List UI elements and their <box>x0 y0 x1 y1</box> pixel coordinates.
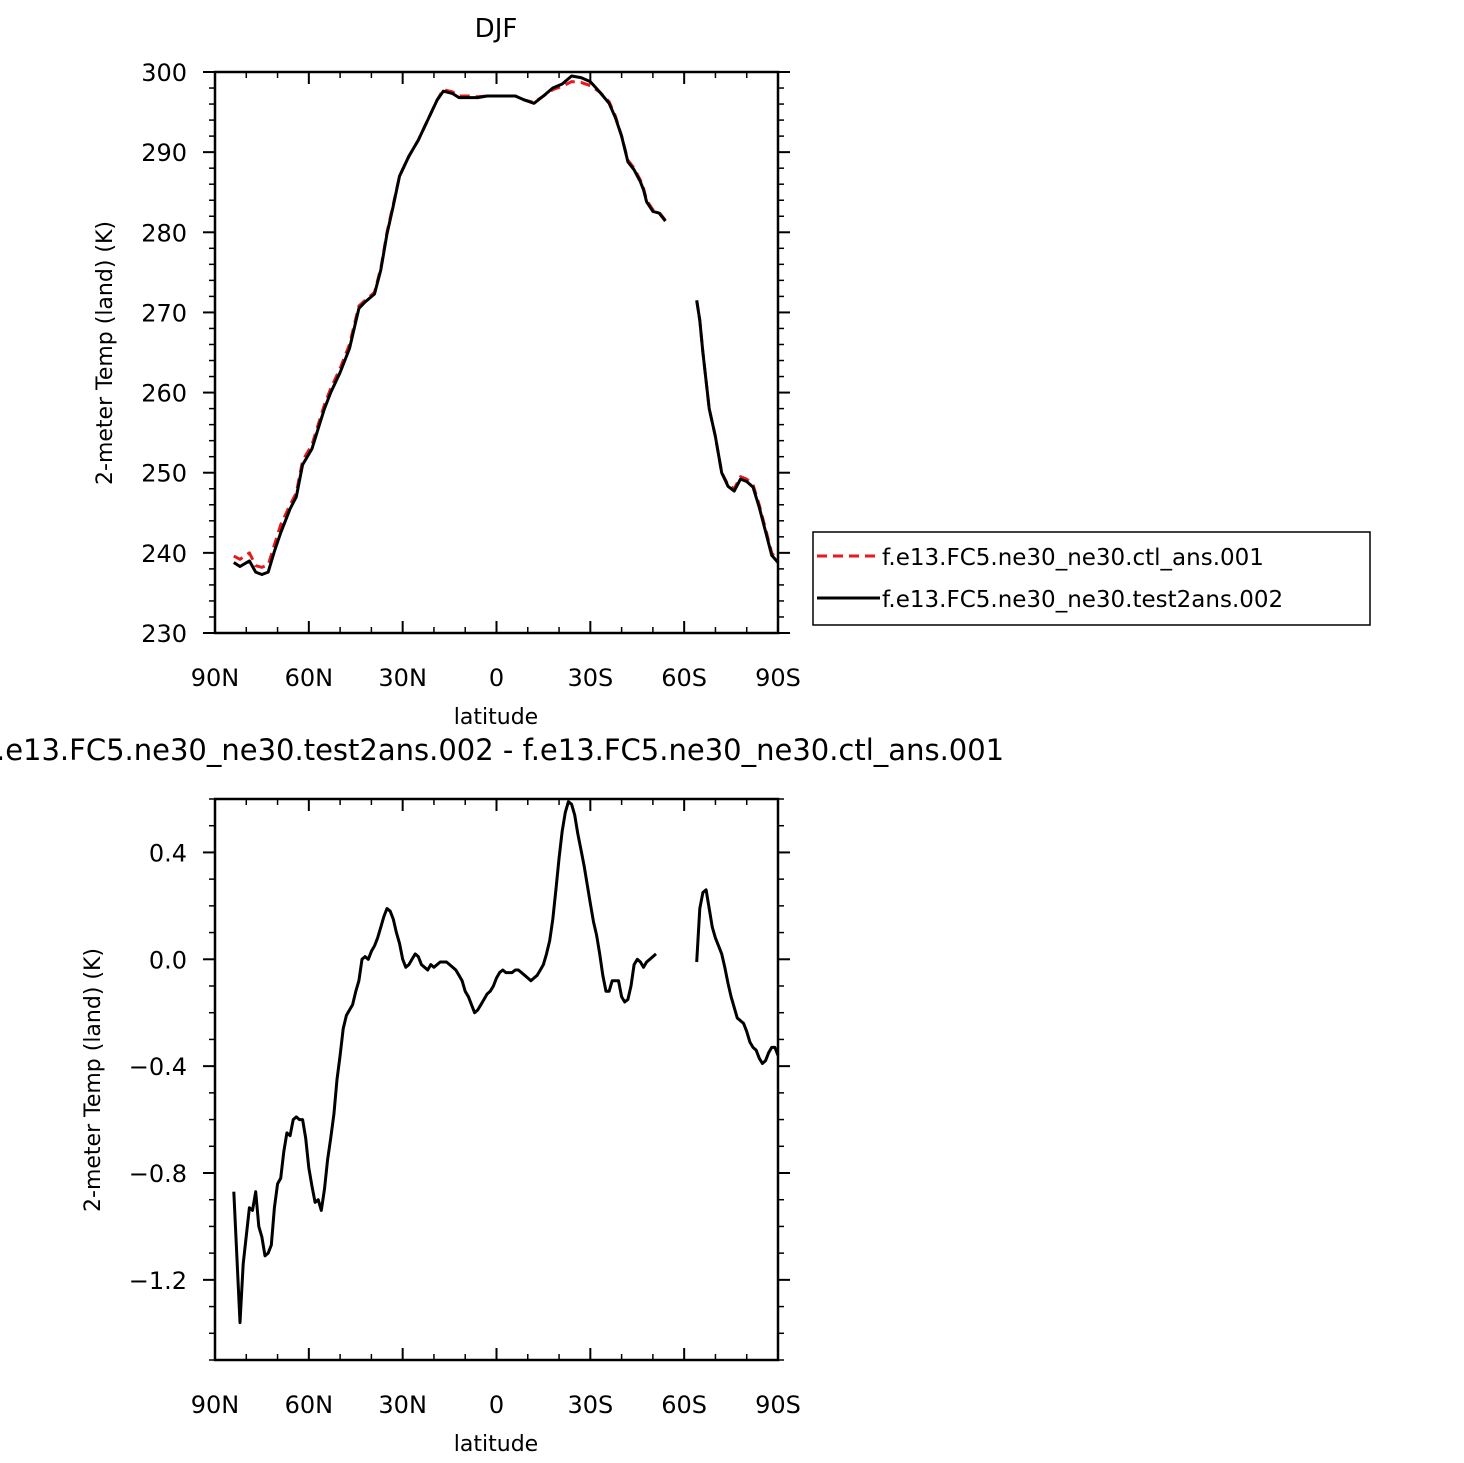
y-axis-label: 2-meter Temp (land) (K) <box>81 948 106 1212</box>
y-tick-label: −0.8 <box>129 1160 187 1188</box>
x-tick-label: 30N <box>378 1391 427 1419</box>
chart-title: DJF <box>475 14 518 44</box>
y-tick-label: 230 <box>141 620 187 648</box>
y-tick-label: 280 <box>141 219 187 247</box>
plot-frame <box>213 797 780 1362</box>
x-tick-label: 30N <box>378 664 427 692</box>
x-tick-label: 60N <box>285 664 334 692</box>
legend-label-test: f.e13.FC5.ne30_ne30.test2ans.002 <box>882 587 1283 613</box>
legend: f.e13.FC5.ne30_ne30.ctl_ans.001 f.e13.FC… <box>812 531 1371 626</box>
legend-label-ctl: f.e13.FC5.ne30_ne30.ctl_ans.001 <box>882 545 1264 571</box>
y-tick-label: −0.4 <box>129 1053 187 1081</box>
y-tick-label: −1.2 <box>129 1267 187 1295</box>
x-tick-label: 90S <box>755 664 801 692</box>
series-group <box>232 800 780 1325</box>
x-axis-label: latitude <box>454 705 538 730</box>
panel-bottom: f.e13.FC5.ne30_ne30.test2ans.002 - f.e13… <box>0 733 1004 1457</box>
series-line-2 <box>695 300 780 564</box>
y-tick-label: 260 <box>141 380 187 408</box>
y-tick-label: 270 <box>141 299 187 327</box>
x-tick-label: 30S <box>567 664 613 692</box>
series-line-1 <box>232 800 657 1325</box>
x-tick-label: 60S <box>661 1391 707 1419</box>
y-axis-label: 2-meter Temp (land) (K) <box>93 221 118 485</box>
series-group <box>232 74 780 576</box>
y-tick-label: 290 <box>141 139 187 167</box>
x-axis-label: latitude <box>454 1432 538 1457</box>
x-tick-label: 90N <box>191 1391 240 1419</box>
series-line-1 <box>233 80 667 569</box>
axis-ticks: 90N 60N 30N 0 30S 60S 90S 230 240 250 260 270 280 290… <box>141 59 801 692</box>
axis-ticks: 90N 60N 30N 0 30S 60S 90S −1.2 −0.8 −0.4 0.0 0.4 <box>129 798 801 1419</box>
x-tick-label: 0 <box>489 664 504 692</box>
chart-title: f.e13.FC5.ne30_ne30.test2ans.002 - f.e13… <box>0 733 1004 767</box>
y-tick-label: 250 <box>141 460 187 488</box>
legend-box <box>812 531 1371 626</box>
x-tick-label: 60N <box>285 1391 334 1419</box>
x-tick-label: 0 <box>489 1391 504 1419</box>
x-tick-label: 90S <box>755 1391 801 1419</box>
x-tick-label: 30S <box>567 1391 613 1419</box>
y-tick-label: 0.4 <box>149 839 187 867</box>
x-tick-label: 90N <box>191 664 240 692</box>
x-tick-label: 60S <box>661 664 707 692</box>
plot-frame <box>213 70 780 635</box>
y-tick-label: 240 <box>141 540 187 568</box>
panel-top: DJF 90N 60N 30N 0 30S 60S 90S 230 240 250 260 270 28… <box>93 14 1371 730</box>
y-tick-label: 0.0 <box>149 946 187 974</box>
y-tick-label: 300 <box>141 59 187 87</box>
series-line-2 <box>232 74 667 576</box>
series-line-1 <box>695 888 780 1065</box>
series-line-1 <box>695 300 780 562</box>
